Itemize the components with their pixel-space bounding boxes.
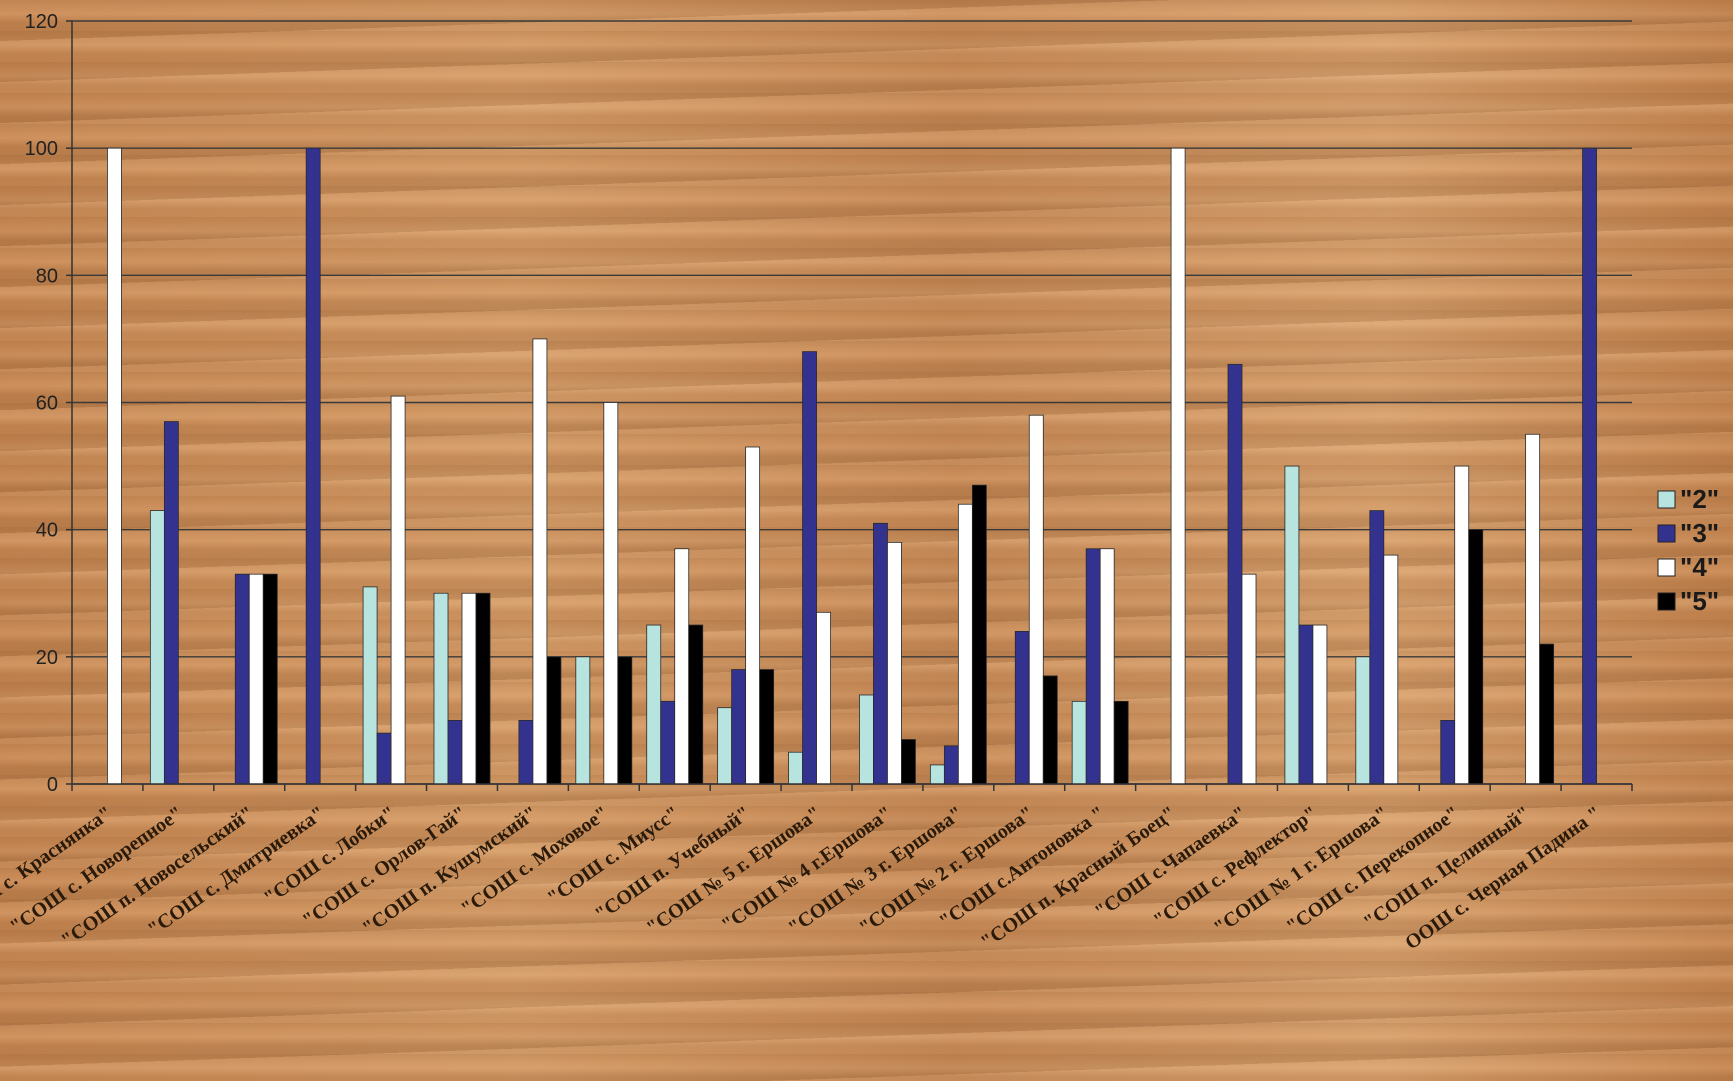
y-tick-label: 80 [36, 265, 58, 287]
legend-swatch [1657, 524, 1676, 543]
bar-5 [971, 484, 987, 785]
bar-4 [107, 147, 122, 785]
bar-4 [390, 395, 406, 785]
bar-4 [532, 338, 548, 785]
bar-2 [1071, 700, 1087, 785]
bar-4 [957, 503, 973, 785]
bar-3 [376, 732, 392, 785]
bar-5 [617, 656, 633, 785]
bar-3 [1014, 631, 1030, 785]
bar-3 [1298, 624, 1314, 785]
bar-5 [759, 669, 775, 785]
bar-2 [646, 624, 662, 785]
legend: "2" "3" "4" "5" [1657, 484, 1719, 616]
bar-3 [660, 700, 676, 785]
bar-2 [859, 694, 874, 785]
bar-2 [149, 510, 165, 785]
bar-4 [603, 402, 619, 785]
bar-2 [433, 592, 449, 785]
y-tick-label: 0 [47, 774, 58, 796]
bar-4 [1454, 465, 1470, 785]
x-axis: "СОШ с. Краснянка""СОШ с. Новорепное""СО… [0, 783, 1633, 954]
bar-5 [475, 592, 491, 785]
y-tick-label: 20 [36, 647, 58, 669]
bar-5 [1042, 675, 1058, 785]
y-tick-label: 60 [36, 393, 58, 415]
bar-4 [248, 573, 264, 785]
bar-3 [1582, 147, 1597, 785]
legend-label: "3" [1680, 518, 1719, 548]
y-tick-label: 100 [25, 138, 58, 160]
bar-3 [731, 669, 747, 785]
bar-5 [1468, 529, 1484, 785]
bar-5 [688, 624, 704, 785]
bar-5 [262, 573, 278, 785]
y-axis: 0 20 40 60 80 100 120 [25, 11, 73, 796]
legend-swatch [1657, 592, 1676, 611]
y-tick-label: 120 [25, 11, 58, 33]
bar-3 [873, 522, 888, 785]
bar-3 [518, 720, 534, 785]
bar-2 [362, 586, 378, 785]
bar-2 [1355, 656, 1371, 785]
bar-2 [575, 656, 591, 785]
bar-5 [1539, 643, 1555, 785]
bar-3 [447, 720, 463, 785]
bar-4 [1241, 573, 1257, 785]
bar-4 [1312, 624, 1328, 785]
bar-5 [546, 656, 562, 785]
bars [107, 147, 1597, 785]
bar-3 [1440, 720, 1456, 785]
bar-2 [1284, 465, 1300, 785]
bar-5 [901, 739, 916, 785]
legend-swatch [1657, 490, 1676, 509]
bar-2 [717, 707, 733, 785]
bar-4 [1099, 548, 1115, 785]
bar-4 [1170, 147, 1186, 785]
legend-label: "2" [1680, 484, 1719, 514]
bar-4 [1028, 414, 1044, 785]
bar-4 [816, 611, 831, 785]
legend-swatch [1657, 558, 1676, 577]
bar-5 [1113, 700, 1129, 785]
bar-3 [802, 351, 817, 785]
bar-2 [788, 751, 803, 785]
bar-4 [461, 592, 477, 785]
bar-3 [943, 745, 959, 785]
bar-4 [1525, 433, 1541, 785]
bar-3 [305, 147, 321, 785]
bar-2 [929, 764, 945, 785]
bar-4 [1383, 554, 1399, 785]
legend-label: "5" [1680, 586, 1719, 616]
bar-4 [674, 548, 690, 785]
bar-3 [1369, 510, 1385, 785]
bar-3 [234, 573, 250, 785]
legend-label: "4" [1680, 552, 1719, 582]
bar-4 [745, 446, 761, 785]
y-tick-label: 40 [36, 520, 58, 542]
bar-3 [163, 421, 179, 785]
bar-3 [1085, 548, 1101, 785]
bar-4 [887, 541, 902, 785]
bar-3 [1227, 363, 1243, 785]
